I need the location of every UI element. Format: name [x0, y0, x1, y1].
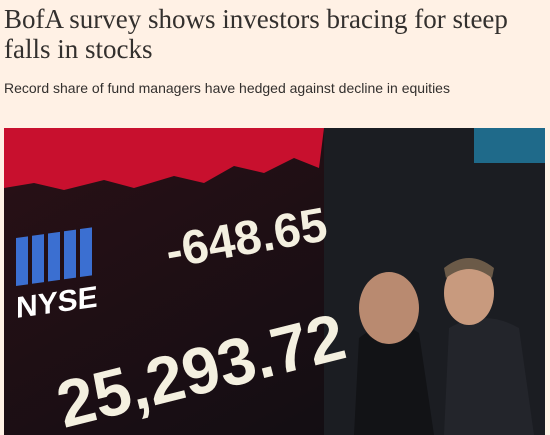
headline[interactable]: BofA survey shows investors bracing for … — [4, 4, 508, 64]
logo-bar — [32, 234, 44, 284]
red-chart — [4, 128, 324, 190]
logo-bar — [16, 236, 28, 286]
standfirst: Record share of fund managers have hedge… — [4, 80, 450, 96]
screen — [474, 128, 545, 163]
logo-bar — [48, 231, 60, 282]
nyse-logo: NYSE — [16, 227, 98, 325]
trader-head — [444, 261, 494, 325]
article-image: NYSE -648.65 25,293.72 — [4, 128, 545, 435]
trader-body — [354, 324, 434, 435]
trader-body — [444, 318, 534, 435]
logo-bar — [64, 229, 76, 280]
trader-head — [359, 272, 419, 344]
logo-bar — [80, 227, 92, 278]
trader-hair — [444, 258, 494, 278]
traders — [354, 258, 534, 435]
